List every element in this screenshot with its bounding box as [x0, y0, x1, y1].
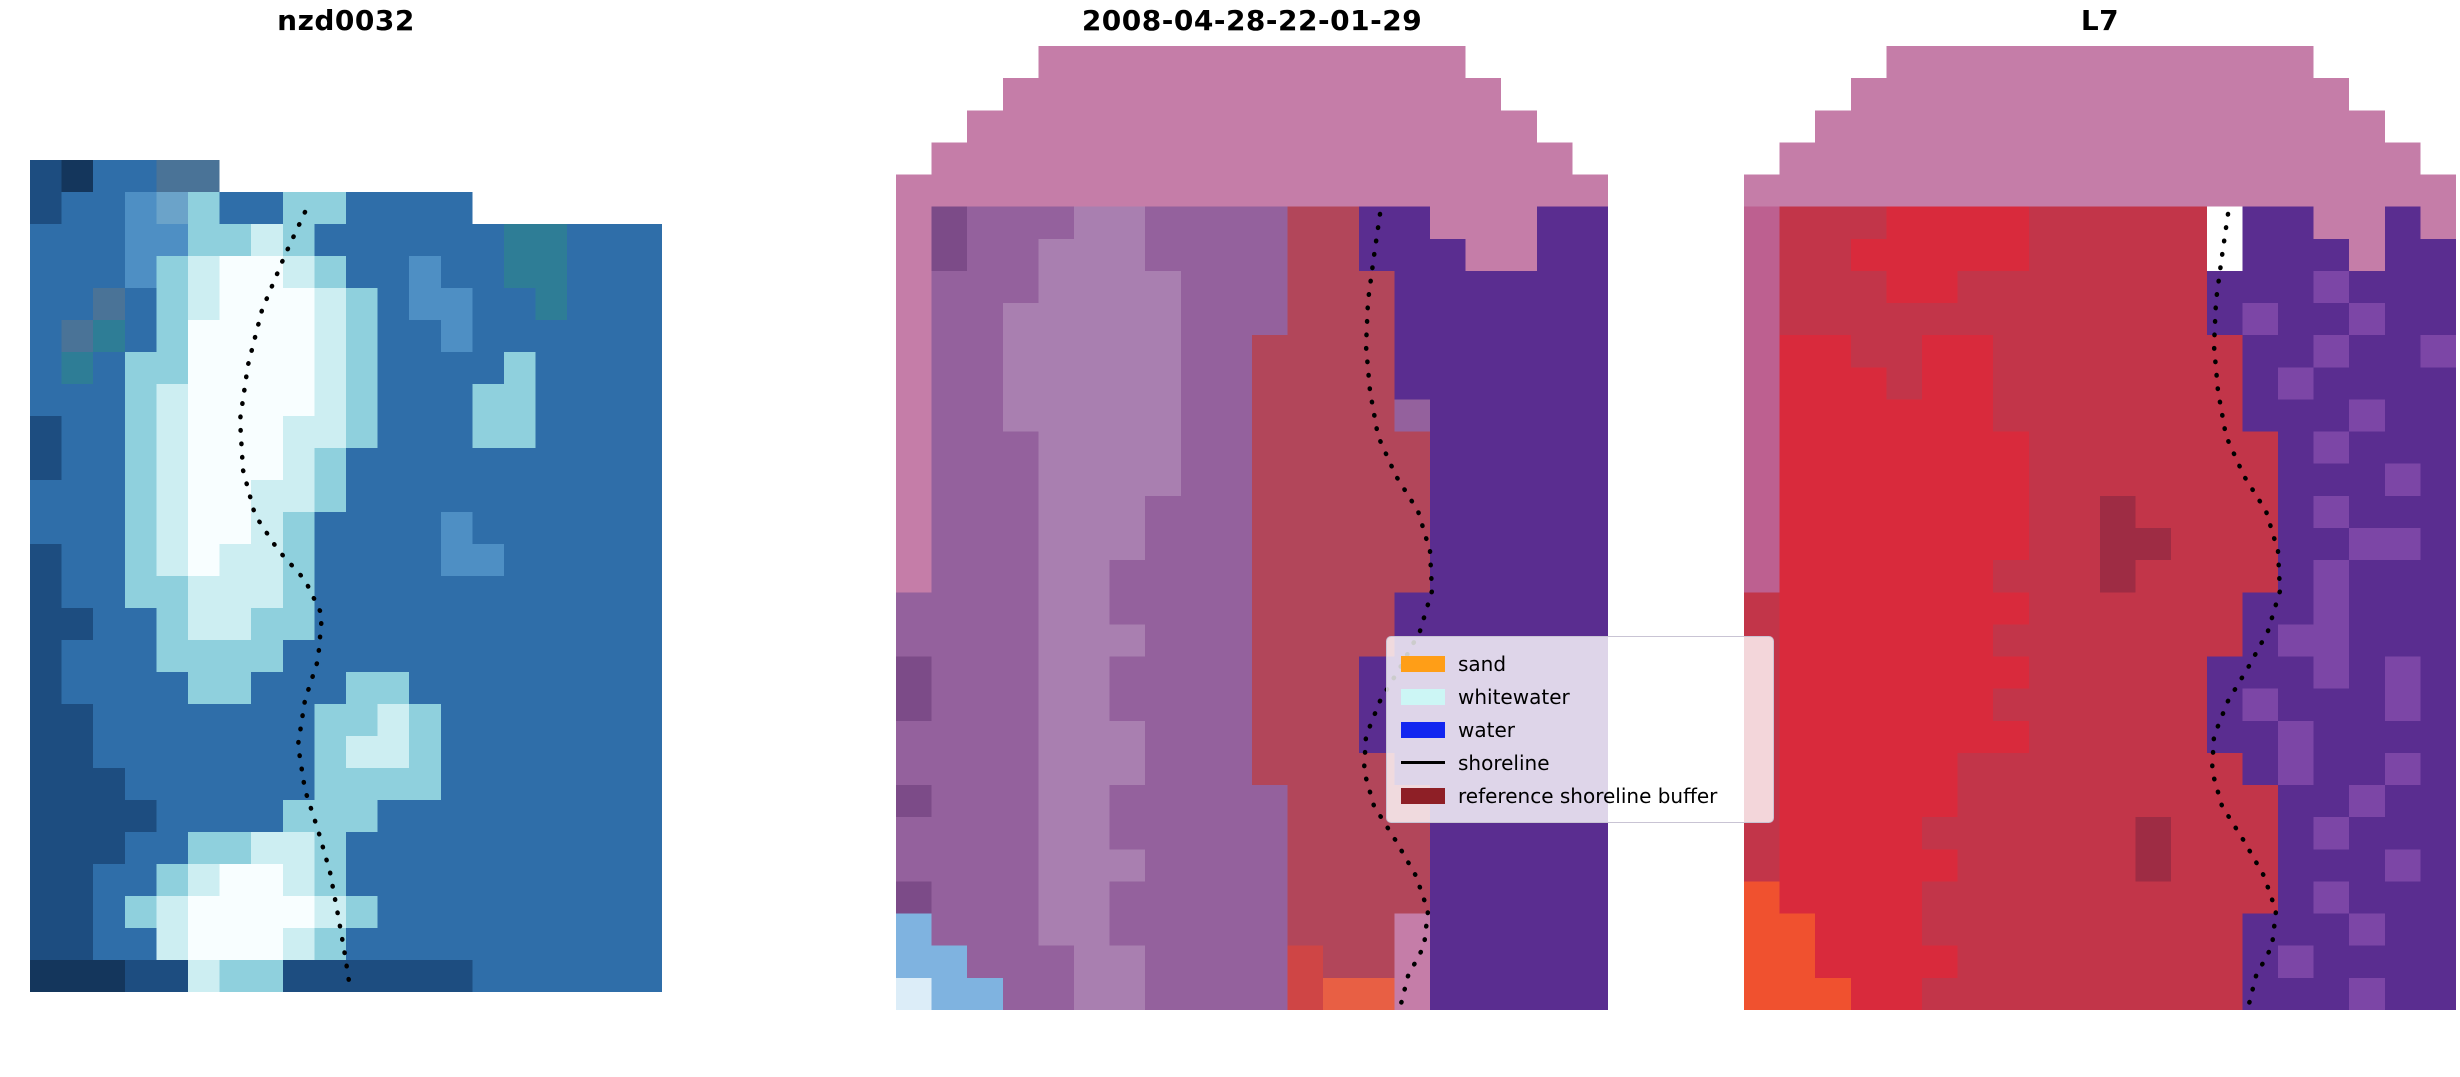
rgb-image-canvas	[30, 160, 662, 992]
panel-title-l7: L7	[2080, 4, 2120, 37]
legend-item: sand	[1401, 647, 1759, 680]
panel-title-nzd0032: nzd0032	[277, 4, 415, 37]
panel-false-color	[1744, 46, 2456, 1010]
legend-label: water	[1458, 717, 1515, 742]
panel-classification	[896, 46, 1608, 1010]
panel-title-date: 2008-04-28-22-01-29	[1081, 4, 1423, 37]
legend: sand whitewater water shoreline reference sh…	[1386, 636, 1774, 823]
legend-label: sand	[1458, 651, 1507, 676]
legend-color-swatch	[1401, 721, 1445, 738]
legend-item: reference shoreline buffer	[1401, 779, 1759, 812]
legend-label: reference shoreline buffer	[1458, 783, 1718, 808]
legend-item: shoreline	[1401, 746, 1759, 779]
legend-color-swatch	[1401, 655, 1445, 672]
legend-label: whitewater	[1458, 684, 1570, 709]
false-color-canvas	[1744, 46, 2456, 1010]
panel-rgb-image	[30, 160, 662, 992]
legend-color-swatch	[1401, 688, 1445, 705]
legend-line-swatch	[1401, 761, 1445, 764]
legend-item: water	[1401, 713, 1759, 746]
classification-canvas	[896, 46, 1608, 1010]
legend-color-swatch	[1401, 787, 1445, 804]
legend-item: whitewater	[1401, 680, 1759, 713]
legend-label: shoreline	[1458, 750, 1550, 775]
